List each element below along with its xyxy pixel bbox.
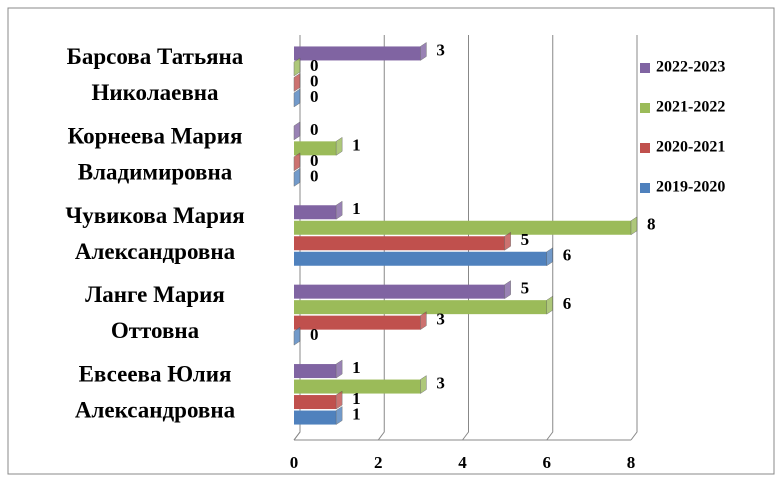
legend-label: 2021-2022 bbox=[656, 99, 725, 116]
bar bbox=[294, 236, 505, 251]
category-label: Чувикова Мария bbox=[65, 203, 244, 228]
bar-side bbox=[293, 326, 301, 346]
legend-swatch bbox=[640, 63, 650, 73]
value-label: 0 bbox=[310, 151, 319, 170]
value-label: 0 bbox=[310, 87, 319, 106]
bar-side bbox=[546, 247, 553, 267]
grid-line bbox=[377, 35, 385, 441]
legend-label: 2022-2023 bbox=[656, 59, 725, 76]
bar bbox=[294, 220, 631, 235]
bar bbox=[294, 251, 547, 266]
value-label: 0 bbox=[310, 166, 319, 185]
category-label: Владимировна bbox=[78, 159, 233, 184]
bar bbox=[294, 46, 421, 61]
category-label: Александровна bbox=[75, 398, 236, 423]
bar-side bbox=[335, 136, 343, 156]
x-tick-label: 8 bbox=[627, 453, 636, 472]
legend-swatch bbox=[640, 103, 650, 113]
category-label: Николаевна bbox=[91, 80, 219, 105]
value-label: 8 bbox=[647, 215, 656, 234]
grid-line bbox=[293, 35, 301, 441]
value-label: 0 bbox=[310, 120, 319, 139]
value-label: 6 bbox=[563, 246, 572, 265]
bar-side bbox=[335, 390, 343, 410]
chart-border bbox=[7, 7, 775, 475]
x-tick-label: 6 bbox=[543, 453, 552, 472]
bar bbox=[294, 364, 337, 379]
value-label: 6 bbox=[563, 294, 572, 313]
value-label: 0 bbox=[310, 325, 319, 344]
bar bbox=[294, 284, 505, 299]
bar-side bbox=[335, 200, 343, 220]
category-label: Евсеева Юлия bbox=[79, 362, 232, 387]
bar-side bbox=[335, 359, 343, 379]
x-tick-label: 2 bbox=[374, 453, 383, 472]
bar-side bbox=[504, 231, 511, 251]
value-label: 3 bbox=[436, 310, 445, 329]
bar-side bbox=[420, 311, 427, 331]
bar-side bbox=[420, 375, 427, 395]
bar-side bbox=[293, 72, 301, 92]
value-label: 1 bbox=[352, 358, 361, 377]
bar bbox=[294, 395, 337, 410]
category-label: Оттовна bbox=[111, 318, 200, 343]
bar-side bbox=[293, 121, 301, 141]
value-label: 1 bbox=[352, 135, 361, 154]
bar bbox=[294, 379, 421, 394]
grid-line bbox=[546, 35, 554, 441]
bar bbox=[294, 300, 547, 315]
bar-side bbox=[546, 295, 553, 315]
bar bbox=[294, 141, 337, 156]
bar-side bbox=[630, 216, 638, 236]
grid-line bbox=[630, 35, 638, 441]
category-label: Ланге Мария bbox=[85, 282, 225, 307]
category-label: Барсова Татьяна bbox=[67, 44, 244, 69]
bar bbox=[294, 315, 421, 330]
value-label: 1 bbox=[352, 404, 361, 423]
value-label: 0 bbox=[310, 71, 319, 90]
bar-side bbox=[420, 41, 427, 61]
bar-side bbox=[293, 57, 301, 77]
value-label: 3 bbox=[436, 40, 445, 59]
value-label: 1 bbox=[352, 199, 361, 218]
bar-side bbox=[293, 167, 301, 187]
category-label: Александровна bbox=[75, 239, 236, 264]
value-label: 5 bbox=[521, 230, 530, 249]
grid-line bbox=[462, 35, 469, 441]
x-tick-label: 0 bbox=[290, 453, 299, 472]
bar-side bbox=[335, 406, 343, 426]
bar-side bbox=[293, 88, 301, 108]
bar bbox=[294, 205, 337, 220]
legend-swatch bbox=[640, 143, 650, 153]
bar-side bbox=[504, 280, 511, 300]
bar bbox=[294, 410, 337, 425]
legend-label: 2019-2020 bbox=[656, 179, 725, 196]
category-label: Корнеева Мария bbox=[68, 123, 243, 148]
value-label: 0 bbox=[310, 56, 319, 75]
legend-label: 2020-2021 bbox=[656, 139, 725, 156]
legend-swatch bbox=[640, 183, 650, 193]
value-label: 3 bbox=[436, 373, 445, 392]
bar-side bbox=[293, 152, 301, 172]
value-label: 1 bbox=[352, 389, 361, 408]
x-tick-label: 4 bbox=[458, 453, 467, 472]
value-label: 5 bbox=[521, 279, 530, 298]
